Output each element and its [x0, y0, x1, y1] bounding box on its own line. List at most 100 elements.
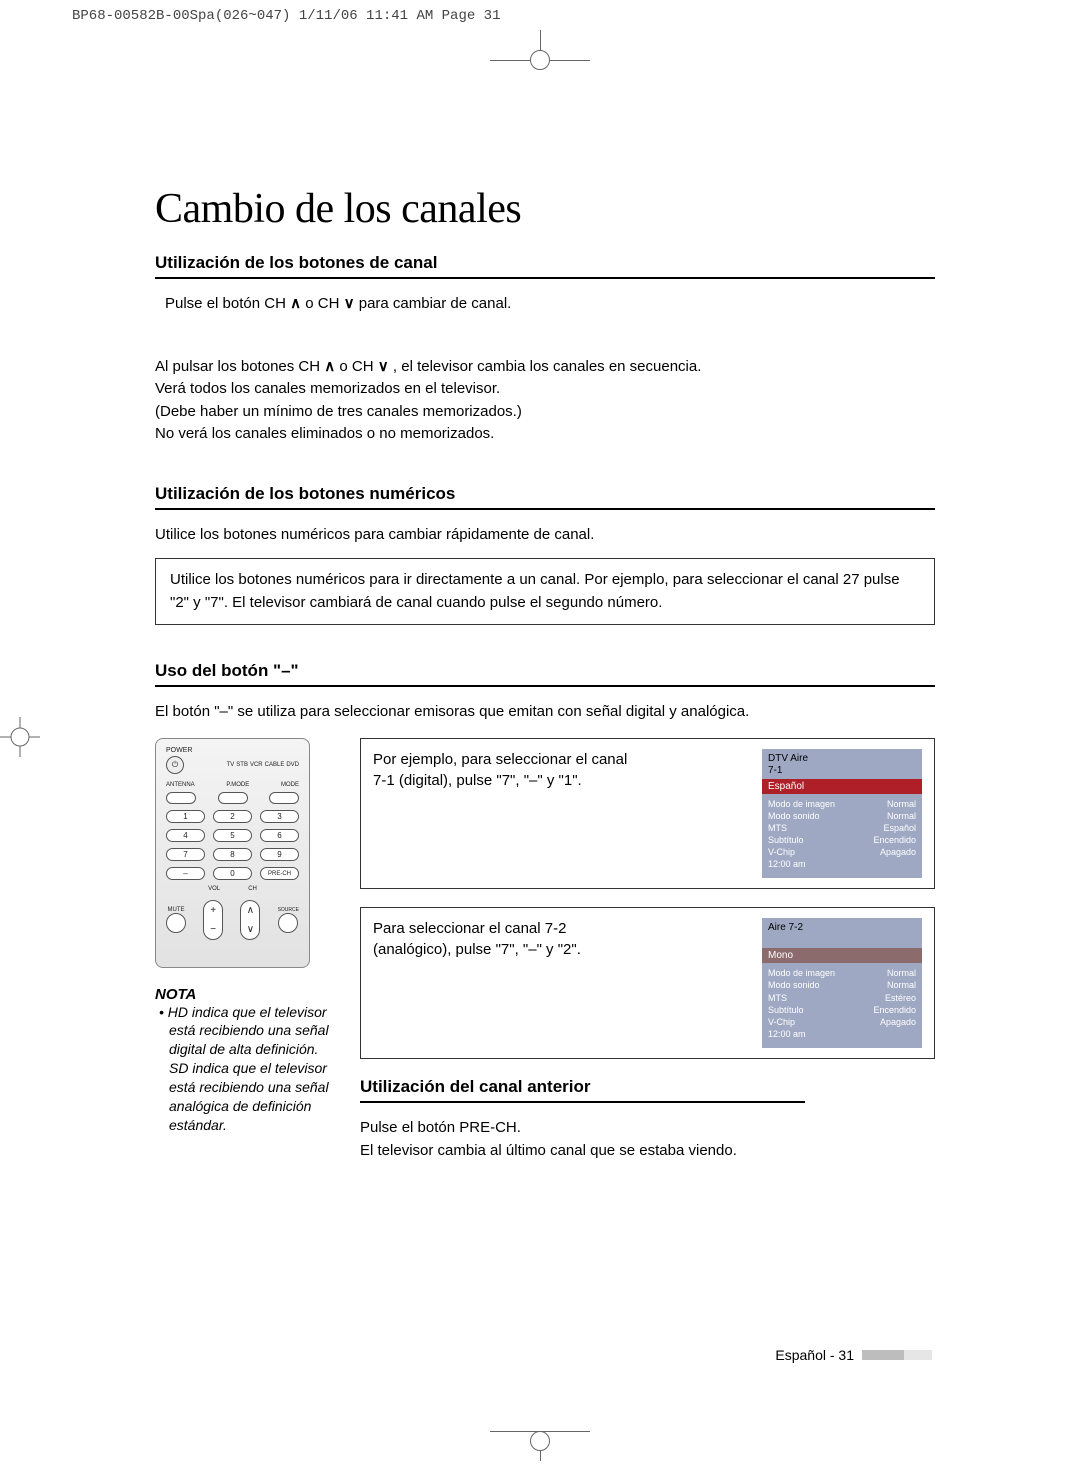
source-icon — [278, 913, 298, 933]
osd2-band: Mono — [762, 948, 922, 963]
section2-body: Utilice los botones numéricos para cambi… — [155, 524, 935, 547]
footer-text: Español - 31 — [775, 1347, 854, 1363]
osd1-h1: DTV Aire — [768, 753, 916, 765]
s1-body-post: , el televisor cambia los canales en sec… — [389, 358, 702, 375]
remote-num-7: 7 — [166, 848, 205, 861]
osd2-r4v: Apagado — [880, 1016, 916, 1028]
chevron-up-icon: ∧ — [290, 295, 301, 312]
print-meta: BP68-00582B-00Spa(026~047) 1/11/06 11:41… — [72, 8, 500, 24]
remote-mode-tv: TV — [227, 762, 235, 768]
s1-body-l4: No verá los canales eliminados o no memo… — [155, 425, 494, 442]
s1-body-l3: (Debe haber un mínimo de tres canales me… — [155, 403, 522, 420]
remote-num-dash: – — [166, 867, 205, 880]
osd2-r1v: Normal — [887, 979, 916, 991]
example-1: Por ejemplo, para seleccionar el canal 7… — [360, 738, 935, 890]
s1-body-pre: Al pulsar los botones CH — [155, 358, 324, 375]
osd1-r4v: Apagado — [880, 846, 916, 858]
nota-block: NOTA • HD indica que el televisor está r… — [155, 986, 340, 1135]
osd2-r2v: Estéreo — [885, 992, 916, 1004]
remote-btn — [166, 792, 196, 804]
page-footer: Español - 31 — [775, 1347, 932, 1363]
osd2-r3k: Subtítulo — [768, 1004, 804, 1016]
osd1-r5k: 12:00 am — [768, 858, 806, 870]
section3-body: El botón "–" se utiliza para seleccionar… — [155, 701, 935, 724]
osd1-r4k: V-Chip — [768, 846, 795, 858]
remote-num-1: 1 — [166, 810, 205, 823]
osd2-r5k: 12:00 am — [768, 1028, 806, 1040]
s1-box-post: para cambiar de canal. — [355, 295, 512, 312]
remote-prech: PRE-CH — [260, 867, 299, 880]
osd1-r0k: Modo de imagen — [768, 798, 835, 810]
remote-power-label: POWER — [166, 747, 192, 754]
osd-panel-2: Aire 7-2 Mono Modo de imagen Normal Modo … — [762, 918, 922, 1048]
example2-text: Para seleccionar el canal 7-2 (analógico… — [373, 918, 628, 960]
remote-mode-cable: CABLE — [265, 762, 285, 768]
osd2-rows: Modo de imagen Normal Modo sonido Normal M… — [762, 963, 922, 1044]
osd2-r2k: MTS — [768, 992, 787, 1004]
section2-box: Utilice los botones numéricos para ir di… — [155, 558, 935, 625]
remote-mode-dvd: DVD — [286, 762, 299, 768]
mute-icon — [166, 913, 186, 933]
remote-num-5: 5 — [213, 829, 252, 842]
osd1-band: Español — [762, 779, 922, 794]
crop-circle-bottom — [530, 1431, 550, 1451]
s4-l1: Pulse el botón PRE-CH. — [360, 1119, 521, 1136]
s1-body-mid: o CH — [335, 358, 378, 375]
s1-body-l2: Verá todos los canales memorizados en el… — [155, 380, 500, 397]
remote-mode-label: MODE — [281, 782, 299, 788]
example1-text: Por ejemplo, para seleccionar el canal 7… — [373, 749, 628, 791]
section3-heading: Uso del botón "–" — [155, 661, 935, 687]
osd1-h2: 7-1 — [768, 765, 916, 777]
remote-mode-stb: STB — [236, 762, 248, 768]
osd1-r2k: MTS — [768, 822, 787, 834]
s1-box-mid: o CH — [301, 295, 344, 312]
remote-mute-label: MUTE — [166, 907, 186, 913]
osd2-r3v: Encendido — [873, 1004, 916, 1016]
nota-heading: NOTA — [155, 986, 340, 1003]
section1-instruction: Pulse el botón CH ∧ o CH ∨ para cambiar … — [165, 293, 935, 316]
chevron-down-icon: ∨ — [378, 358, 389, 375]
vol-rocker-icon: +− — [203, 900, 223, 940]
remote-ch-label: CH — [248, 886, 257, 892]
chevron-down-icon: ∨ — [344, 295, 355, 312]
remote-illustration: POWER ⏻ TV STB VCR CABLE DVD ANTENNA P.M… — [155, 738, 310, 968]
section1-heading: Utilización de los botones de canal — [155, 253, 935, 279]
s4-l2: El televisor cambia al último canal que … — [360, 1142, 737, 1159]
osd1-r1v: Normal — [887, 810, 916, 822]
section4-heading: Utilización del canal anterior — [360, 1077, 805, 1103]
section2-heading: Utilización de los botones numéricos — [155, 484, 935, 510]
osd2-r1k: Modo sonido — [768, 979, 820, 991]
ch-rocker-icon: ∧∨ — [240, 900, 260, 940]
osd2-r0k: Modo de imagen — [768, 967, 835, 979]
remote-num-8: 8 — [213, 848, 252, 861]
remote-vol-label: VOL — [208, 886, 220, 892]
crop-circle-top — [530, 50, 550, 70]
s1-box-pre: Pulse el botón CH — [165, 295, 290, 312]
osd1-rows: Modo de imagen Normal Modo sonido Normal M… — [762, 794, 922, 875]
nota-body: • HD indica que el televisor está recibi… — [169, 1003, 340, 1135]
remote-num-0: 0 — [213, 867, 252, 880]
remote-mode-vcr: VCR — [250, 762, 263, 768]
osd2-h1: Aire 7-2 — [768, 922, 916, 934]
osd1-r1k: Modo sonido — [768, 810, 820, 822]
remote-num-2: 2 — [213, 810, 252, 823]
chevron-up-icon: ∧ — [324, 358, 335, 375]
osd2-r4k: V-Chip — [768, 1016, 795, 1028]
osd1-r3v: Encendido — [873, 834, 916, 846]
remote-antenna-label: ANTENNA — [166, 782, 195, 788]
osd2-r0v: Normal — [887, 967, 916, 979]
osd-panel-1: DTV Aire 7-1 Español Modo de imagen Norma… — [762, 749, 922, 879]
osd1-r0v: Normal — [887, 798, 916, 810]
remote-source-label: SOURCE — [278, 907, 299, 913]
page-content: Cambio de los canales Utilización de los… — [155, 185, 935, 1162]
remote-btn — [218, 792, 248, 804]
remote-num-9: 9 — [260, 848, 299, 861]
remote-pmode-label: P.MODE — [226, 782, 249, 788]
page-title: Cambio de los canales — [155, 185, 935, 233]
remote-num-3: 3 — [260, 810, 299, 823]
power-icon: ⏻ — [166, 756, 184, 774]
remote-num-6: 6 — [260, 829, 299, 842]
footer-bar-icon — [862, 1350, 932, 1360]
crop-mark-left — [0, 717, 40, 757]
remote-btn — [269, 792, 299, 804]
